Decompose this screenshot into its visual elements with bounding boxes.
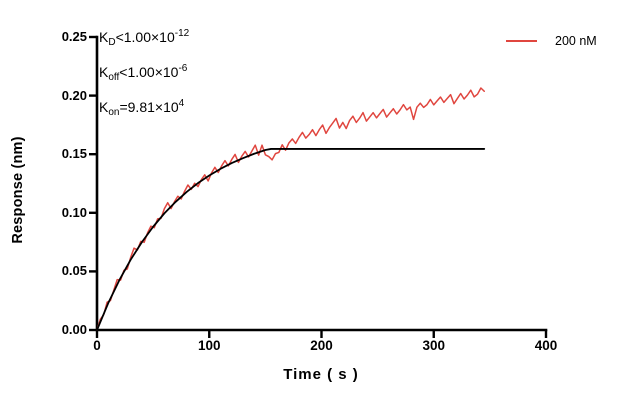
kd-value: <1.00×10 xyxy=(115,29,175,45)
koff-subscript: off xyxy=(108,72,120,83)
y-axis-title: Response (nm) xyxy=(10,136,26,244)
y-tick-label: 0.00 xyxy=(61,322,87,337)
x-tick-label: 300 xyxy=(422,338,446,353)
x-axis-title: Time ( s ) xyxy=(283,366,359,383)
x-tick-label: 200 xyxy=(310,338,333,353)
legend: 200 nM xyxy=(506,33,597,49)
x-tick-label: 100 xyxy=(197,338,221,353)
koff-annotation: Koff<1.00×10-6 xyxy=(99,56,189,91)
kd-subscript: D xyxy=(108,37,116,48)
kd-exponent: -12 xyxy=(174,28,190,39)
kon-exponent: 4 xyxy=(178,98,185,109)
y-tick-label: 0.20 xyxy=(61,87,87,103)
kon-annotation: Kon=9.81×104 xyxy=(99,91,189,126)
y-tick-label: 0.15 xyxy=(61,146,87,162)
kd-annotation: KD<1.00×10-12 xyxy=(99,21,189,56)
koff-exponent: -6 xyxy=(178,63,188,74)
x-tick-label: 400 xyxy=(534,338,558,353)
series-fit-curve xyxy=(96,148,486,331)
kon-symbol: K xyxy=(99,99,109,115)
kd-symbol: K xyxy=(99,29,109,45)
y-tick-label: 0.10 xyxy=(61,204,87,220)
kinetics-annotation-block: KD<1.00×10-12 Koff<1.00×10-6 Kon=9.81×10… xyxy=(99,21,189,126)
legend-line-swatch xyxy=(506,40,537,42)
y-tick-label: 0.05 xyxy=(61,263,87,279)
koff-symbol: K xyxy=(99,64,109,80)
x-tick-label: 0 xyxy=(93,338,101,353)
kon-subscript: on xyxy=(108,107,120,118)
koff-value: <1.00×10 xyxy=(119,64,179,80)
legend-label-200nM: 200 nM xyxy=(555,34,597,48)
y-tick-label: 0.25 xyxy=(61,29,87,44)
kon-value: =9.81×10 xyxy=(119,99,179,115)
